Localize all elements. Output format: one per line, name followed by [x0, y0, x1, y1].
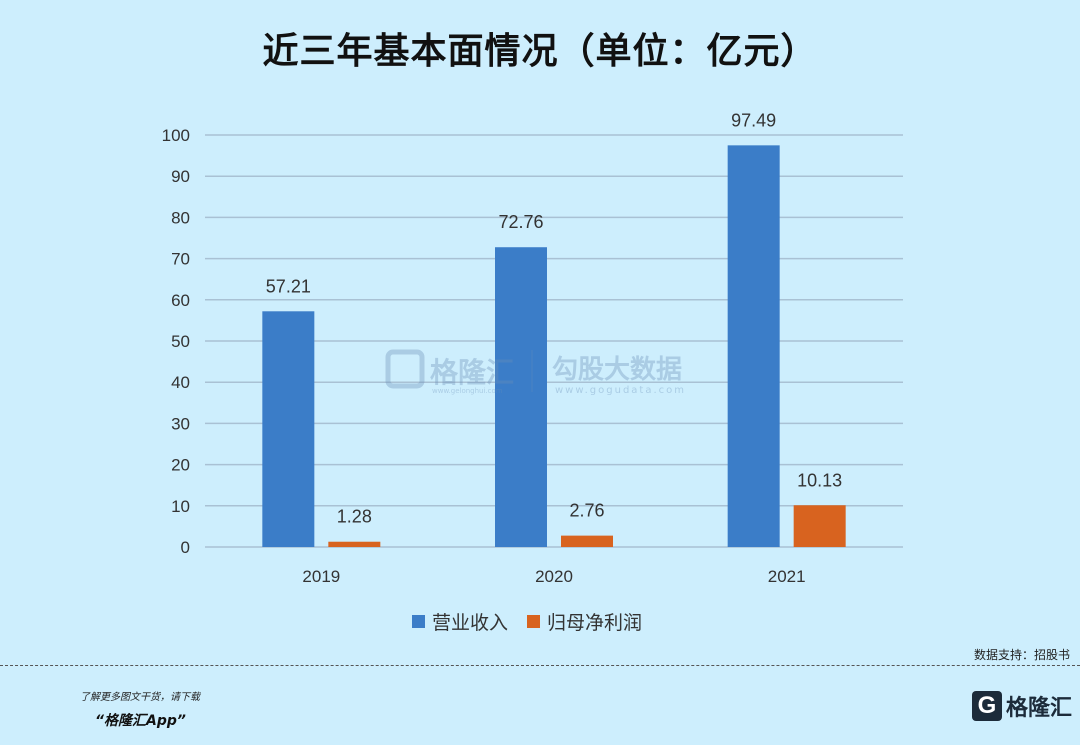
divider — [0, 665, 1080, 666]
y-tick-label: 40 — [171, 373, 190, 392]
watermark-product-url: www.gogudata.com — [555, 385, 686, 396]
watermark-brand: 格隆汇 — [430, 356, 514, 389]
brand-logo: G 格隆汇 — [972, 690, 1072, 722]
legend-label: 营业收入 — [432, 612, 508, 634]
data-label: 72.76 — [498, 212, 543, 232]
watermark: 格隆汇 www.gelonghui.com 勾股大数据 www.gogudata… — [385, 349, 686, 396]
data-label: 2.76 — [569, 501, 604, 521]
bar — [262, 311, 315, 547]
data-labels: 57.21 1.28 72.76 2.76 97.49 10.13 — [266, 110, 842, 526]
y-tick-label: 20 — [171, 456, 190, 475]
chart-title: 近三年基本面情况（单位：亿元） — [262, 31, 818, 72]
watermark-product: 勾股大数据 — [552, 355, 682, 385]
bar-chart: 0 10 20 30 40 50 60 70 80 90 100 2019 2020 2021 57.2… — [162, 110, 903, 634]
y-tick-label: 80 — [171, 208, 190, 227]
y-tick-label: 70 — [171, 250, 190, 269]
y-tick-label: 100 — [162, 126, 190, 145]
bar — [495, 247, 547, 547]
bar — [561, 535, 613, 547]
promo-app-name: “格隆汇App” — [95, 713, 186, 729]
y-tick-label: 10 — [171, 497, 190, 516]
watermark-brand-url: www.gelonghui.com — [432, 387, 503, 395]
y-tick-label: 50 — [171, 332, 190, 351]
legend-swatch — [412, 615, 425, 628]
x-tick-label: 2020 — [535, 567, 573, 586]
legend-label: 归母净利润 — [547, 612, 642, 634]
y-axis-ticks: 0 10 20 30 40 50 60 70 80 90 100 — [162, 126, 190, 557]
gridlines — [205, 134, 903, 548]
y-tick-label: 30 — [171, 414, 190, 433]
x-tick-label: 2019 — [302, 567, 340, 586]
bars — [262, 145, 846, 548]
legend-swatch — [527, 615, 540, 628]
legend: 营业收入 归母净利润 — [412, 612, 642, 634]
data-label: 57.21 — [266, 276, 311, 296]
y-tick-label: 90 — [171, 167, 190, 186]
x-axis-ticks: 2019 2020 2021 — [302, 567, 805, 586]
watermark-logo-icon — [385, 349, 425, 389]
data-label: 1.28 — [337, 507, 372, 527]
brand-logo-icon: G — [972, 691, 1002, 721]
data-label: 97.49 — [731, 110, 776, 130]
x-tick-label: 2021 — [768, 567, 806, 586]
bar — [727, 145, 780, 548]
data-source: 数据支持：招股书 — [973, 648, 1070, 662]
data-label: 10.13 — [797, 470, 842, 490]
y-tick-label: 0 — [181, 538, 190, 557]
promo-text: 了解更多图文干货，请下载 — [80, 692, 200, 703]
bar — [328, 541, 381, 547]
bar — [793, 505, 846, 547]
brand-name: 格隆汇 — [1006, 696, 1073, 721]
y-tick-label: 60 — [171, 291, 190, 310]
